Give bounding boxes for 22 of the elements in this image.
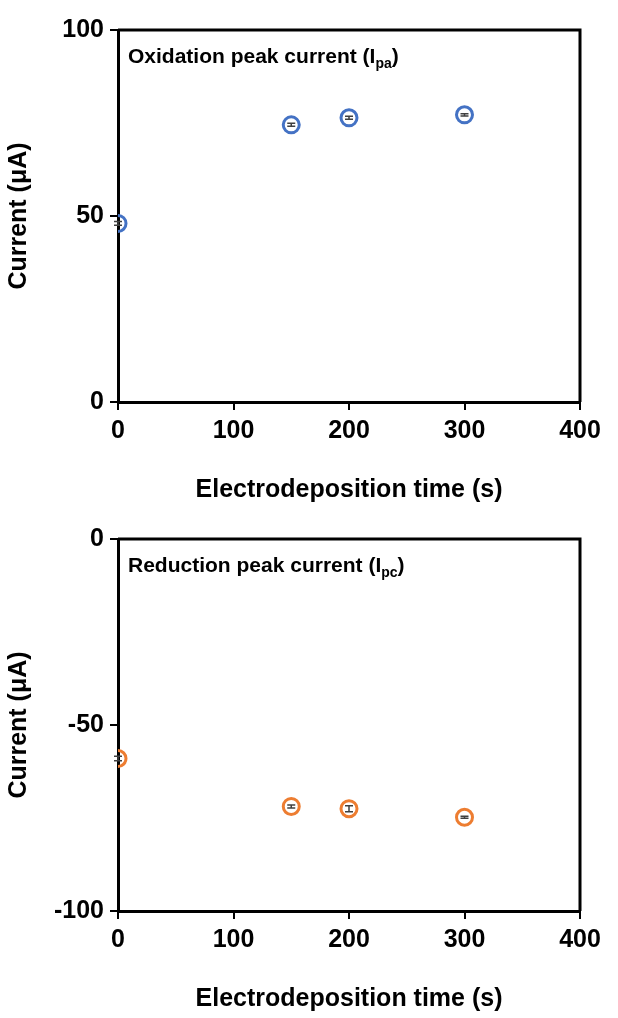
y-tick-label: 0 bbox=[90, 385, 104, 414]
x-tick-label: 100 bbox=[212, 414, 255, 443]
x-axis-title: Electrodeposition time (s) bbox=[195, 473, 503, 502]
y-tick-label: 50 bbox=[76, 199, 104, 228]
text: Oxidation peak current (I$_{pa}$) bbox=[128, 44, 399, 72]
text: Reduction peak current (I$_{pc}$) bbox=[128, 553, 405, 581]
y-tick-label: -100 bbox=[53, 894, 104, 923]
x-tick-label: 0 bbox=[111, 414, 125, 443]
x-tick-label: 200 bbox=[328, 923, 370, 952]
y-axis-title: Current (μA) bbox=[2, 651, 31, 799]
y-axis-title: Current (μA) bbox=[2, 142, 31, 290]
x-tick-label: 400 bbox=[559, 923, 601, 952]
x-tick-label: 300 bbox=[443, 923, 486, 952]
y-tick-label: 100 bbox=[62, 13, 104, 42]
x-tick-label: 400 bbox=[559, 414, 601, 443]
x-tick-label: 100 bbox=[212, 923, 255, 952]
x-tick-label: 200 bbox=[328, 414, 370, 443]
x-tick-label: 300 bbox=[443, 414, 486, 443]
x-tick-label: 0 bbox=[111, 923, 125, 952]
y-tick-label: -50 bbox=[67, 708, 104, 737]
y-tick-label: 0 bbox=[90, 522, 104, 551]
x-axis-title: Electrodeposition time (s) bbox=[195, 982, 503, 1011]
